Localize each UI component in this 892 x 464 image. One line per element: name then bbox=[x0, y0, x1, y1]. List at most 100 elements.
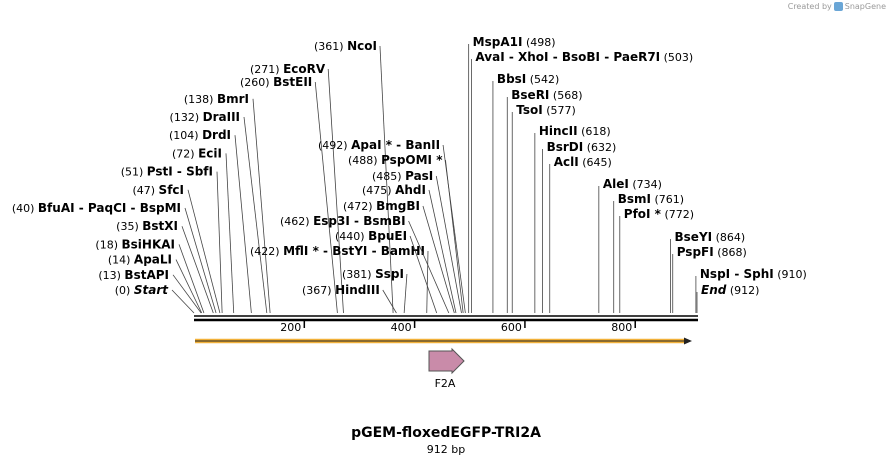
orf-arrow[interactable] bbox=[195, 337, 692, 345]
enzyme-name: PaqCI bbox=[88, 201, 126, 215]
site-leader-line bbox=[382, 289, 397, 314]
site-position: (577) bbox=[546, 104, 576, 117]
enzyme-name: ApaI * bbox=[351, 138, 393, 152]
site-position: (864) bbox=[716, 231, 746, 244]
site-label-bseyi[interactable]: BseYI (864) bbox=[675, 230, 746, 244]
f2a-feature-label: F2A bbox=[435, 377, 456, 390]
enzyme-name: PspFI bbox=[677, 245, 714, 259]
site-label-bsmi[interactable]: BsmI (761) bbox=[618, 192, 684, 206]
enzyme-name: BseYI bbox=[675, 230, 713, 244]
site-label-bsteii[interactable]: (260) BstEII bbox=[240, 75, 312, 89]
site-label-end[interactable]: End (912) bbox=[701, 283, 759, 297]
site-label-hindiii[interactable]: (367) HindIII bbox=[302, 283, 380, 297]
enzyme-name: Start bbox=[134, 283, 169, 297]
site-label-bstapi[interactable]: (13) BstAPI bbox=[98, 268, 169, 282]
site-label-psti[interactable]: (51) PstI - SbfI bbox=[121, 165, 213, 179]
f2a-feature-arrow-icon[interactable] bbox=[428, 347, 465, 375]
enzyme-name: BmgBI bbox=[376, 199, 420, 213]
site-label-bsihkai[interactable]: (18) BsiHKAI bbox=[95, 237, 175, 251]
enzyme-name: BstEII bbox=[273, 75, 312, 89]
site-leader-line bbox=[435, 175, 462, 314]
enzyme-name: EciI bbox=[198, 146, 222, 160]
site-position: (132) bbox=[170, 111, 200, 124]
site-leader-line bbox=[379, 45, 394, 314]
enzyme-name: BsrDI bbox=[547, 140, 584, 154]
site-label-bstxi[interactable]: (35) BstXI bbox=[116, 219, 178, 233]
site-position: (13) bbox=[98, 269, 121, 282]
ruler-tick-label: 400 bbox=[391, 321, 412, 334]
enzyme-name: PasI bbox=[405, 169, 433, 183]
site-label-bmri[interactable]: (138) BmrI bbox=[184, 92, 249, 106]
enzyme-name: SfcI bbox=[159, 183, 184, 197]
site-label-sfci[interactable]: (47) SfcI bbox=[132, 183, 184, 197]
site-position: (51) bbox=[121, 166, 144, 179]
site-leader-line bbox=[409, 235, 438, 314]
enzyme-name: EcoRV bbox=[283, 62, 326, 76]
site-label-pasi[interactable]: (485) PasI bbox=[372, 169, 433, 183]
site-position: (498) bbox=[526, 36, 556, 49]
site-label-mspa1i[interactable]: MspA1I (498) bbox=[473, 35, 556, 49]
site-label-sspi[interactable]: (381) SspI bbox=[342, 267, 404, 281]
site-label-bfuai[interactable]: (40) BfuAI - PaqCI - BspMI bbox=[12, 201, 181, 215]
site-position: (772) bbox=[664, 208, 694, 221]
ruler-tick-label: 800 bbox=[611, 321, 632, 334]
site-separator: - bbox=[600, 50, 613, 64]
enzyme-name: Esp3I bbox=[313, 214, 350, 228]
snapgene-logo-icon bbox=[833, 2, 843, 11]
enzyme-name: BamHI bbox=[381, 244, 425, 258]
site-leader-line bbox=[171, 289, 195, 314]
site-leader-line bbox=[178, 244, 205, 314]
site-label-bpuei[interactable]: (440) BpuEI bbox=[335, 229, 407, 243]
site-label-nspi[interactable]: NspI - SphI (910) bbox=[700, 267, 807, 281]
site-label-tsoi[interactable]: TsoI (577) bbox=[516, 103, 576, 117]
site-leader-line bbox=[403, 273, 408, 314]
enzyme-name: BbsI bbox=[497, 72, 526, 86]
site-position: (475) bbox=[362, 184, 392, 197]
site-label-pspfi[interactable]: PspFI (868) bbox=[677, 245, 747, 259]
site-position: (868) bbox=[717, 246, 747, 259]
site-label-ecii[interactable]: (72) EciI bbox=[172, 146, 222, 160]
site-label-drdi[interactable]: (104) DrdI bbox=[169, 128, 231, 142]
enzyme-name: BanII bbox=[405, 138, 440, 152]
site-label-pfoi[interactable]: PfoI * (772) bbox=[624, 207, 694, 221]
site-label-ahdi[interactable]: (475) AhdI bbox=[362, 183, 426, 197]
site-position: (361) bbox=[314, 40, 344, 53]
orf-arrowhead-icon bbox=[684, 337, 692, 345]
site-label-pspomi[interactable]: (488) PspOMI * bbox=[348, 153, 443, 167]
enzyme-name: BsmI bbox=[618, 192, 651, 206]
enzyme-name: AclI bbox=[554, 155, 579, 169]
sequence-length: 912 bp bbox=[426, 443, 466, 456]
enzyme-name: BsiHKAI bbox=[122, 237, 176, 251]
credit-brand: SnapGene bbox=[844, 2, 886, 11]
site-label-hincii[interactable]: HincII (618) bbox=[539, 124, 611, 138]
site-label-esp3i[interactable]: (462) Esp3I - BsmBI bbox=[280, 214, 406, 228]
site-position: (138) bbox=[184, 93, 214, 106]
site-label-apai[interactable]: (492) ApaI * - BanII bbox=[318, 138, 440, 152]
enzyme-name: BsoBI bbox=[562, 50, 600, 64]
enzyme-name: PfoI * bbox=[624, 207, 662, 221]
site-label-apali[interactable]: (14) ApaLI bbox=[108, 253, 172, 267]
site-label-draiii[interactable]: (132) DraIII bbox=[170, 110, 240, 124]
site-label-alei[interactable]: AleI (734) bbox=[603, 177, 662, 191]
site-label-start[interactable]: (0) Start bbox=[115, 283, 169, 297]
enzyme-name: BsmBI bbox=[363, 214, 405, 228]
site-label-bsrdi[interactable]: BsrDI (632) bbox=[547, 140, 617, 154]
enzyme-name: BpuEI bbox=[368, 229, 407, 243]
site-label-bbsi[interactable]: BbsI (542) bbox=[497, 72, 559, 86]
site-label-ncoi[interactable]: (361) NcoI bbox=[314, 39, 377, 53]
site-position: (542) bbox=[530, 73, 560, 86]
site-label-bmgbi[interactable]: (472) BmgBI bbox=[343, 199, 420, 213]
site-label-ecorv[interactable]: (271) EcoRV bbox=[250, 62, 326, 76]
enzyme-name: PstI bbox=[147, 165, 173, 179]
site-leader-line bbox=[426, 250, 429, 314]
site-label-mfli[interactable]: (422) MflI * - BstYI - BamHI bbox=[250, 244, 425, 258]
enzyme-name: MspA1I bbox=[473, 35, 523, 49]
site-label-acli[interactable]: AclI (645) bbox=[554, 155, 612, 169]
enzyme-name: BmrI bbox=[217, 92, 249, 106]
site-position: (645) bbox=[582, 156, 612, 169]
site-label-bseri[interactable]: BseRI (568) bbox=[511, 88, 582, 102]
site-separator: - bbox=[75, 201, 88, 215]
site-separator: - bbox=[392, 138, 405, 152]
site-label-avai[interactable]: AvaI - XhoI - BsoBI - PaeR7I (503) bbox=[475, 50, 693, 64]
